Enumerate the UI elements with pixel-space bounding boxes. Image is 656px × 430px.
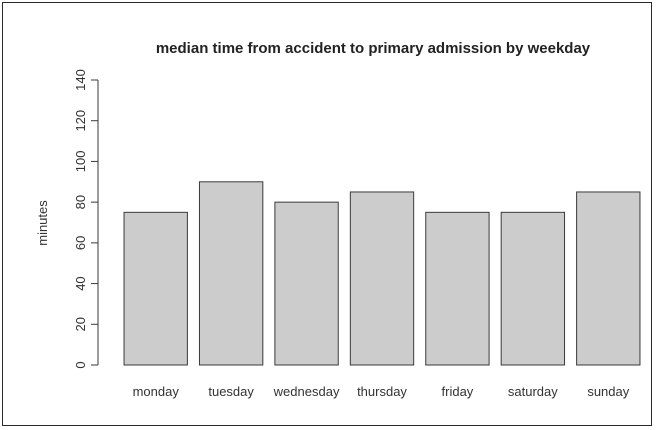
y-axis: 0 20 40 60 80 100 120 140 [73,69,99,369]
x-tick-label: saturday [508,384,558,399]
y-tick-label: 60 [73,236,88,250]
y-tick-label: 140 [73,69,88,91]
y-tick-label: 20 [73,317,88,331]
x-axis-labels: monday tuesday wednesday thursday friday satu… [133,384,630,399]
bar-thursday [349,191,415,366]
x-tick-label: wednesday [273,384,340,399]
y-tick-label: 40 [73,276,88,290]
bar-friday [425,211,490,366]
y-tick-label: 80 [73,195,88,209]
bar-saturday [500,211,566,366]
chart-title: median time from accident to primary adm… [156,40,591,57]
y-tick-label: 100 [73,151,88,173]
x-tick-label: sunday [587,384,629,399]
x-tick-label: friday [442,384,474,399]
bar-monday [123,211,188,366]
x-tick-label: tuesday [208,384,254,399]
bar-tuesday [198,181,264,366]
bar-wednesday [274,201,339,366]
y-tick-label: 0 [73,361,88,368]
x-tick-label: monday [133,384,180,399]
x-tick-label: thursday [357,384,407,399]
y-axis-label: minutes [35,200,50,246]
bar-sunday [576,191,641,366]
y-tick-label: 120 [73,110,88,132]
bars-group [123,181,641,366]
